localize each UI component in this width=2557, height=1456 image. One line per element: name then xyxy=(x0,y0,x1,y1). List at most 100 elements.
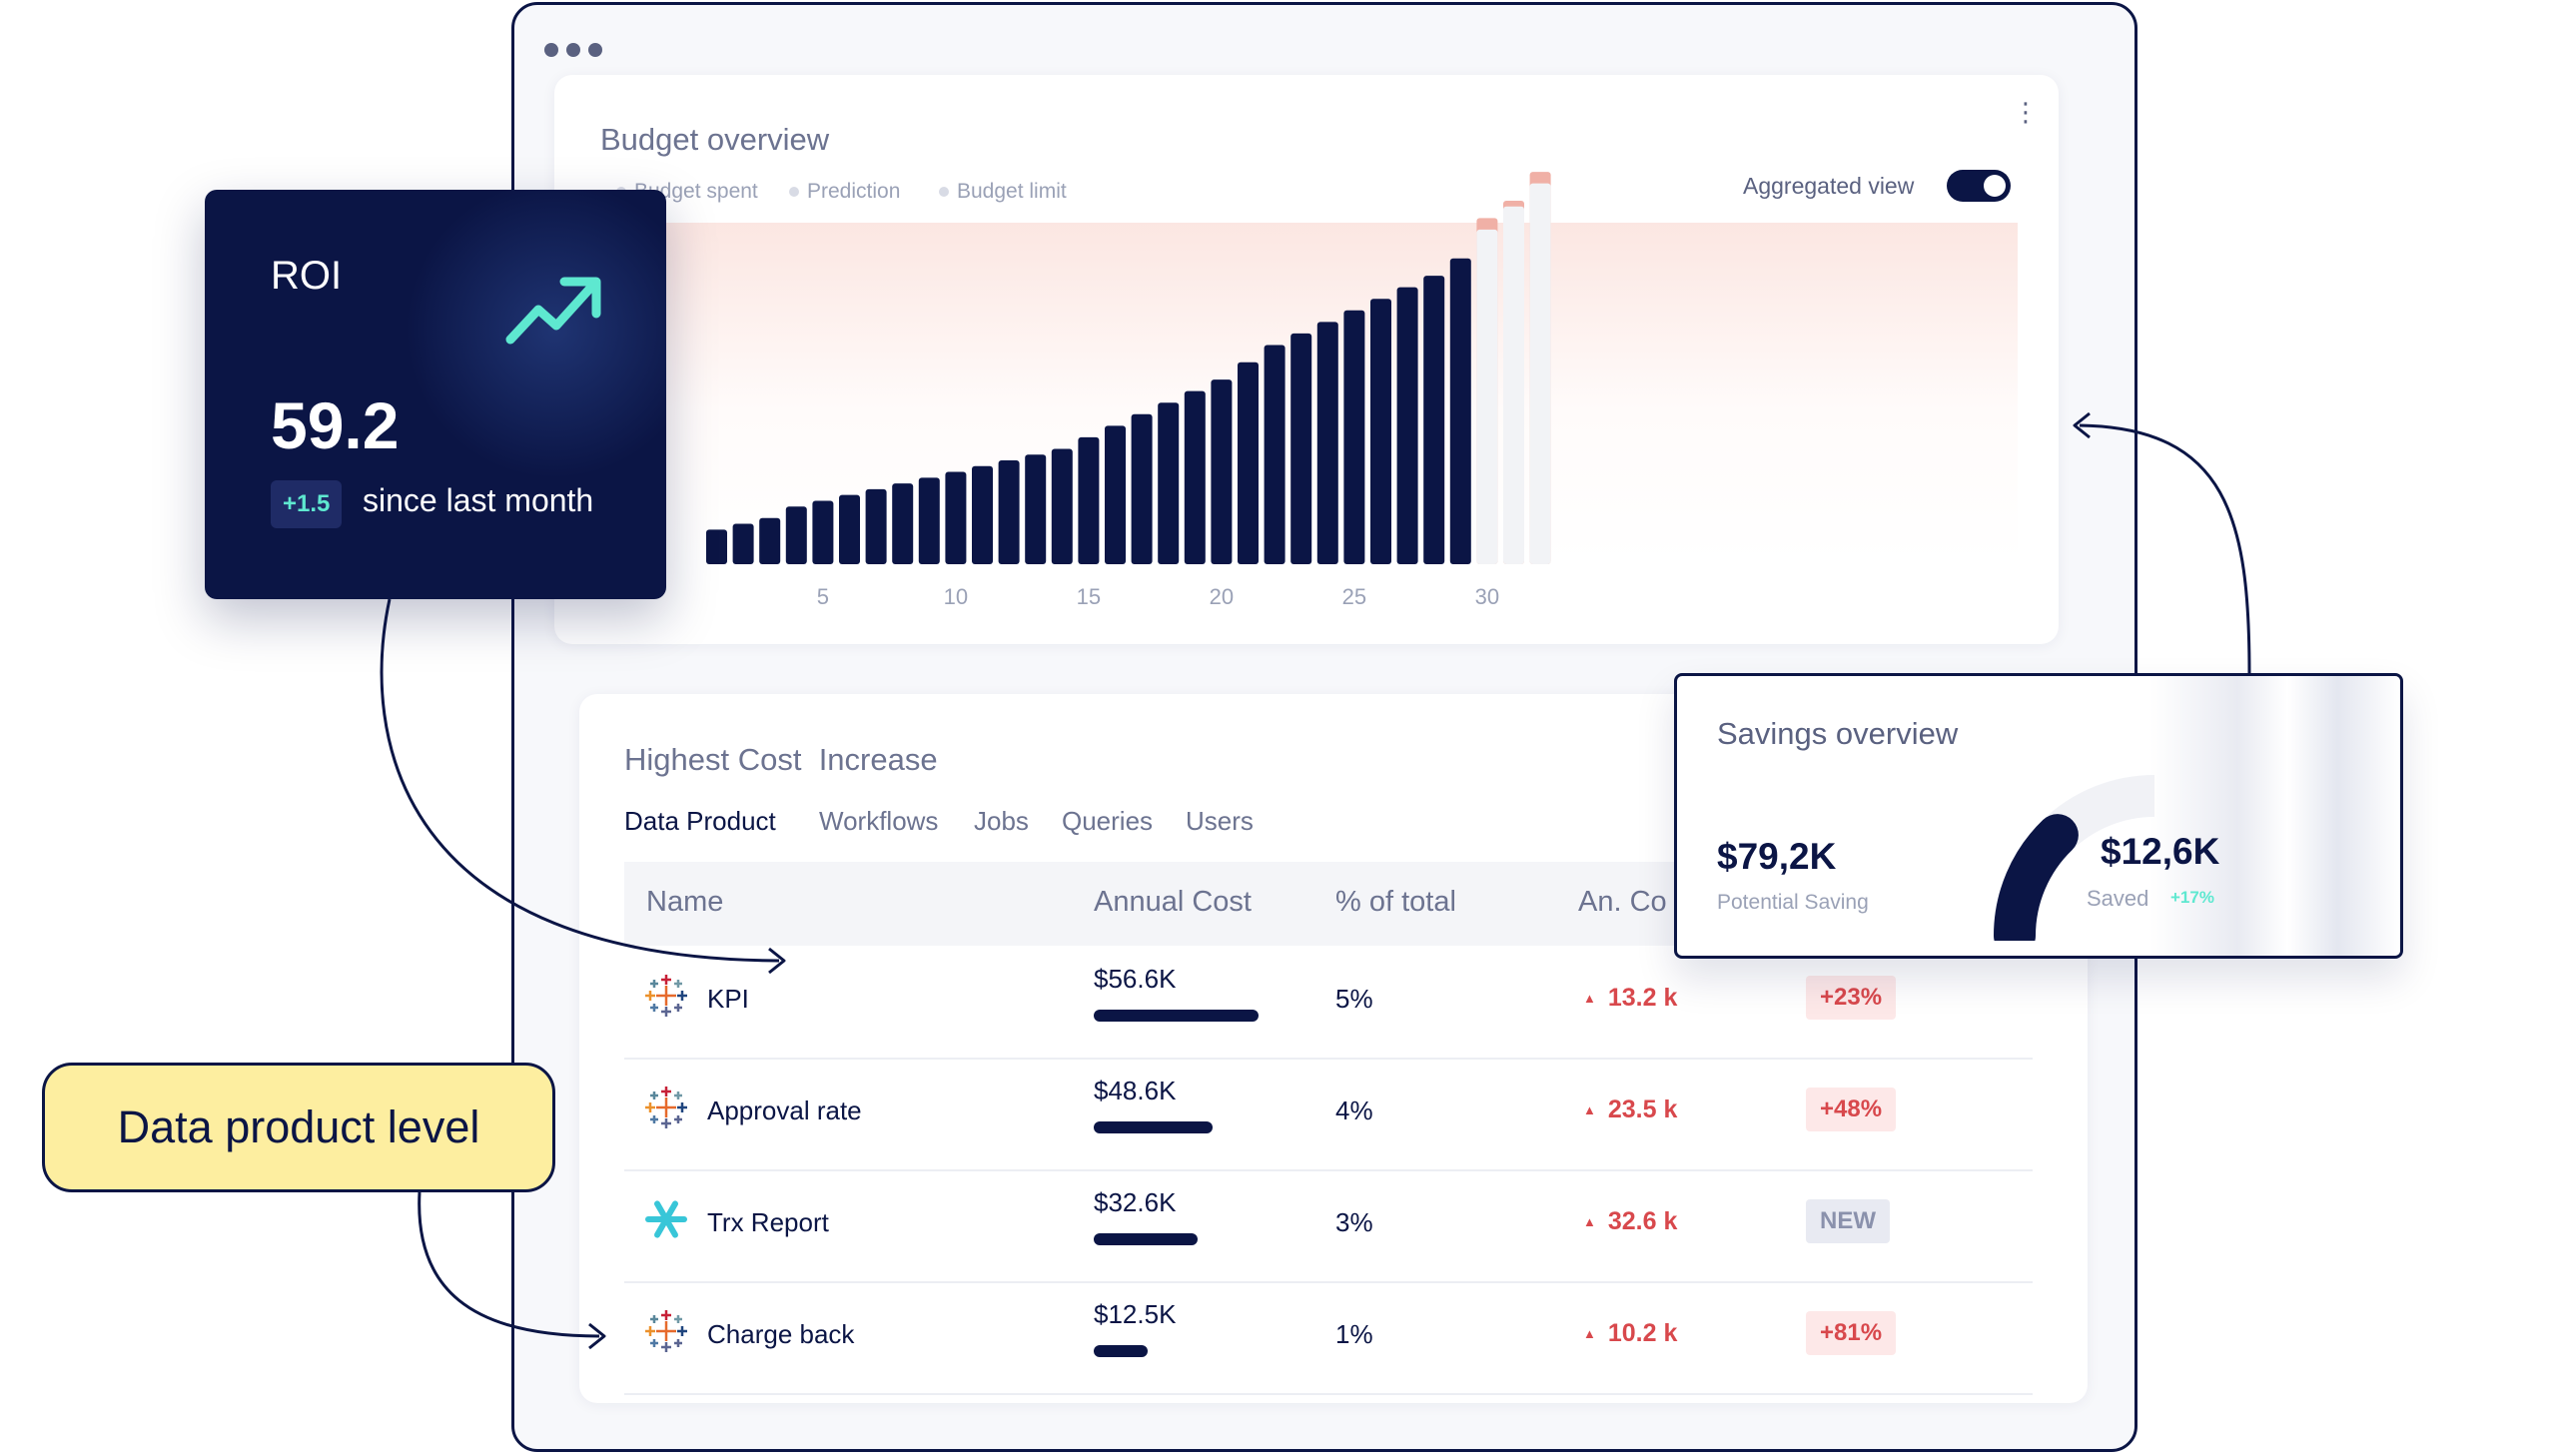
bar-budget-spent[interactable] xyxy=(1131,413,1153,564)
caret-up-icon: ▲ xyxy=(1583,1326,1596,1341)
bar-budget-spent[interactable] xyxy=(1184,390,1206,564)
row-annual-cost: $32.6K xyxy=(1094,1187,1177,1217)
bar-budget-spent[interactable] xyxy=(1423,276,1445,564)
table-title: Highest Cost Increase xyxy=(624,742,938,777)
row-increase-value: 13.2 k xyxy=(1607,984,1678,1012)
bar-budget-spent[interactable] xyxy=(1105,425,1126,564)
aggregated-view-label: Aggregated view xyxy=(1743,173,1915,199)
row-change-badge: +23% xyxy=(1806,976,1897,1020)
saved-value: $12,6K xyxy=(2101,831,2220,872)
bar-budget-spent[interactable] xyxy=(1343,310,1365,564)
saved-delta: +17% xyxy=(2170,888,2214,907)
row-annual-cost: $56.6K xyxy=(1094,964,1177,994)
potential-saving-value: $79,2K xyxy=(1717,836,1837,877)
roi-card: ROI 59.2 +1.5 since last month xyxy=(205,190,666,599)
tab-queries[interactable]: Queries xyxy=(1062,806,1154,836)
bar-budget-spent[interactable] xyxy=(918,477,940,564)
x-tick-label: 15 xyxy=(1077,584,1101,609)
row-change-badge: +48% xyxy=(1806,1088,1897,1131)
bar-budget-spent[interactable] xyxy=(1078,436,1100,564)
row-change-badge: +81% xyxy=(1806,1311,1897,1355)
column-header-annual-cost[interactable]: Annual Cost xyxy=(1094,886,1252,918)
gauge-fill xyxy=(1994,814,2079,941)
bar-budget-spent[interactable] xyxy=(812,500,834,564)
bar-budget-spent[interactable] xyxy=(1051,448,1073,564)
column-header-annual-change[interactable]: An. Co xyxy=(1578,886,1667,918)
x-tick-label: 30 xyxy=(1475,584,1499,609)
kebab-icon[interactable]: ⋮ xyxy=(2013,97,2039,127)
bar-budget-spent[interactable] xyxy=(1370,299,1391,564)
aggregated-view-toggle[interactable] xyxy=(1947,170,2011,202)
tab-data-product[interactable]: Data Product xyxy=(624,806,776,836)
bar-budget-spent[interactable] xyxy=(1396,287,1418,564)
legend-label: Budget limit xyxy=(957,180,1067,203)
snowflake-icon xyxy=(645,1200,687,1238)
table-row[interactable]: KPI $56.6K 5% ▲ 13.2 k +23% xyxy=(624,946,2033,1060)
savings-gauge xyxy=(1994,775,2155,941)
tab-workflows[interactable]: Workflows xyxy=(819,806,939,836)
row-name: Approval rate xyxy=(707,1095,862,1125)
row-change-badge: NEW xyxy=(1806,1199,1890,1243)
bar-budget-spent[interactable] xyxy=(759,517,781,564)
bar-budget-spent[interactable] xyxy=(839,494,860,564)
caret-up-icon: ▲ xyxy=(1583,991,1596,1006)
bar-budget-spent[interactable] xyxy=(1290,333,1312,564)
bar-budget-spent[interactable] xyxy=(892,483,914,564)
bar-prediction[interactable] xyxy=(1503,206,1524,564)
bar-budget-spent[interactable] xyxy=(706,529,727,564)
bar-budget-spent[interactable] xyxy=(998,460,1020,564)
table-row[interactable]: Charge back $12.5K 1% ▲ 10.2 k +81% xyxy=(624,1281,2033,1395)
roi-glow xyxy=(405,190,666,479)
savings-title: Savings overview xyxy=(1717,716,1959,751)
caret-up-icon: ▲ xyxy=(1583,1102,1596,1117)
tab-jobs[interactable]: Jobs xyxy=(974,806,1029,836)
row-name: KPI xyxy=(707,984,749,1014)
row-annual-cost: $48.6K xyxy=(1094,1076,1177,1105)
bar-budget-spent[interactable] xyxy=(972,465,993,564)
legend-budget-limit[interactable]: Budget limit xyxy=(939,180,1067,204)
bar-prediction[interactable] xyxy=(1476,229,1498,564)
tableau-icon xyxy=(645,975,687,1017)
bar-budget-spent[interactable] xyxy=(1158,402,1180,564)
row-increase: ▲ 13.2 k xyxy=(1583,984,1677,1013)
tab-users[interactable]: Users xyxy=(1186,806,1254,836)
bar-budget-spent[interactable] xyxy=(1238,362,1259,564)
potential-saving-label: Potential Saving xyxy=(1717,891,1869,914)
roi-value: 59.2 xyxy=(271,388,400,462)
column-header-name[interactable]: Name xyxy=(646,886,724,918)
bar-budget-spent[interactable] xyxy=(1211,379,1233,564)
budget-title: Budget overview xyxy=(600,122,830,157)
x-tick-label: 10 xyxy=(944,584,968,609)
row-increase: ▲ 32.6 k xyxy=(1583,1207,1677,1236)
data-product-level-callout: Data product level xyxy=(42,1063,555,1192)
window-dot-icon xyxy=(566,43,580,57)
bar-budget-spent[interactable] xyxy=(1264,345,1285,564)
table-row[interactable]: Approval rate $48.6K 4% ▲ 23.5 k +48% xyxy=(624,1058,2033,1171)
trend-up-icon xyxy=(505,277,601,345)
bar-budget-spent[interactable] xyxy=(1449,258,1471,564)
toggle-knob xyxy=(1984,175,2006,197)
table-row[interactable]: Trx Report $32.6K 3% ▲ 32.6 k NEW xyxy=(624,1169,2033,1283)
bar-budget-spent[interactable] xyxy=(945,471,967,564)
bar-budget-spent[interactable] xyxy=(1316,322,1338,564)
saved-label: Saved xyxy=(2087,886,2149,911)
row-percent: 1% xyxy=(1335,1319,1373,1349)
row-percent: 3% xyxy=(1335,1207,1373,1237)
tableau-icon xyxy=(645,1087,687,1128)
roi-delta-badge: +1.5 xyxy=(271,480,343,528)
row-increase-value: 32.6 k xyxy=(1607,1207,1678,1235)
legend-dot-icon xyxy=(789,187,799,198)
row-annual-cost: $12.5K xyxy=(1094,1299,1177,1329)
bar-prediction[interactable] xyxy=(1529,183,1551,564)
budget-bar-chart: 5 10 15 20 25 30 xyxy=(706,172,1551,609)
bar-budget-spent[interactable] xyxy=(785,506,807,564)
column-header-percent-total[interactable]: % of total xyxy=(1335,886,1456,918)
bar-budget-spent[interactable] xyxy=(865,488,887,564)
bar-budget-spent[interactable] xyxy=(732,523,754,564)
bar-budget-spent[interactable] xyxy=(1025,454,1047,564)
legend-label: Prediction xyxy=(807,180,901,203)
callout-text: Data product level xyxy=(117,1101,480,1152)
row-percent: 4% xyxy=(1335,1095,1373,1125)
legend-prediction[interactable]: Prediction xyxy=(789,180,900,204)
row-cost-bar xyxy=(1094,1233,1198,1245)
